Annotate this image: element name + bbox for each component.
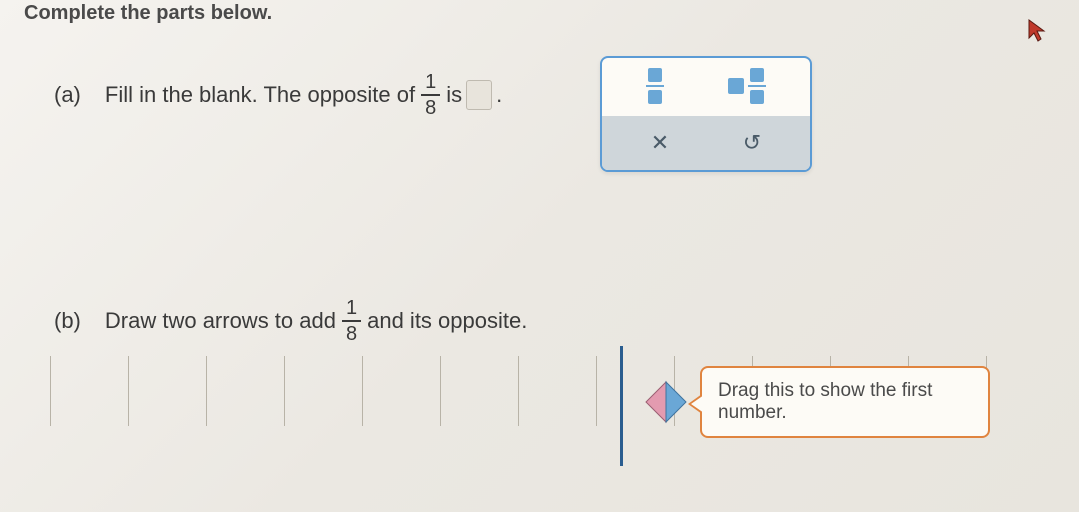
fraction-denominator: 8 [421, 96, 440, 118]
fraction-template-button[interactable] [646, 68, 664, 104]
number-line-tick [128, 356, 129, 426]
mixed-whole-box [728, 78, 744, 94]
page-instruction: Complete the parts below. [24, 2, 272, 25]
cursor-icon [1027, 18, 1049, 49]
toolbox-row-actions: ✕ ↺ [602, 116, 810, 170]
undo-button[interactable]: ↺ [743, 130, 761, 156]
number-line-tick [50, 356, 51, 426]
part-b-fraction: 1 8 [342, 298, 361, 344]
part-a-text2: is [446, 82, 462, 108]
number-line-tick [284, 356, 285, 426]
part-b: (b) Draw two arrows to add 1 8 and its o… [54, 298, 527, 344]
part-a-label: (a) [54, 82, 81, 108]
number-line-tick [440, 356, 441, 426]
drag-hint-callout: Drag this to show the first number. [700, 366, 990, 438]
part-b-text1: Draw two arrows to add [105, 308, 336, 334]
number-line-tick [596, 356, 597, 426]
fraction-denominator: 8 [342, 322, 361, 344]
mixed-fraction [748, 68, 766, 104]
clear-button[interactable]: ✕ [651, 130, 669, 156]
callout-text: Drag this to show the first number. [718, 380, 932, 423]
mixed-den-box [750, 90, 764, 104]
part-a: (a) Fill in the blank. The opposite of 1… [54, 72, 502, 118]
part-a-period: . [496, 82, 502, 108]
answer-blank[interactable] [466, 80, 492, 110]
math-toolbox: ✕ ↺ [600, 56, 812, 172]
mixed-num-box [750, 68, 764, 82]
mixed-number-template-button[interactable] [728, 68, 766, 104]
fraction-den-box [648, 90, 662, 104]
part-b-label: (b) [54, 308, 81, 334]
number-line-origin-marker [620, 346, 623, 466]
mixed-bar [748, 85, 766, 87]
part-b-text2: and its opposite. [367, 308, 527, 334]
part-a-fraction: 1 8 [421, 72, 440, 118]
fraction-numerator: 1 [342, 298, 361, 322]
drag-handle[interactable] [644, 380, 688, 424]
number-line-tick [518, 356, 519, 426]
fraction-bar [646, 85, 664, 87]
part-a-text1: Fill in the blank. The opposite of [105, 82, 415, 108]
number-line-tick [362, 356, 363, 426]
fraction-numerator: 1 [421, 72, 440, 96]
fraction-num-box [648, 68, 662, 82]
toolbox-row-templates [602, 58, 810, 116]
number-line-tick [206, 356, 207, 426]
